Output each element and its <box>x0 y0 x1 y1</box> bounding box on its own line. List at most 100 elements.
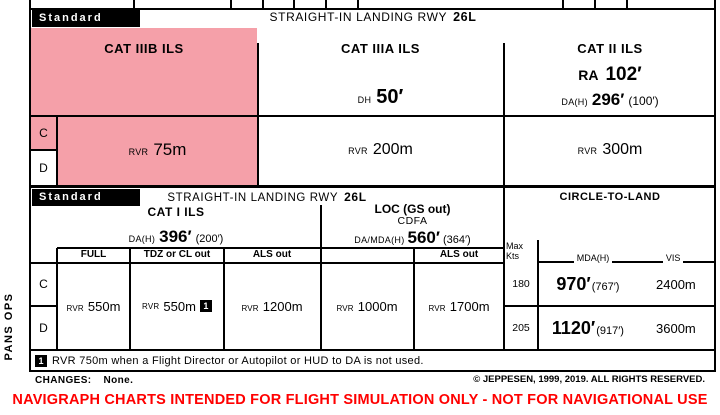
pans-ops-side-label: PANS OPS <box>3 292 15 361</box>
straight-in-title-text: STRAIGHT-IN LANDING RWY <box>269 10 448 24</box>
max-kts-205: 205 <box>512 322 530 334</box>
rvr-cell-loc-als-out: RVR 1700m <box>414 299 504 314</box>
cat-iiib-highlight-rvr-cell <box>58 117 257 185</box>
circle-to-land-header: CIRCLE-TO-LAND <box>559 191 661 203</box>
cat-i-header: CAT I ILS <box>147 205 205 219</box>
grid-line <box>257 43 259 185</box>
rvr-cell-cat-iiia: RVR 200m <box>258 141 503 159</box>
cat-ii-ra: RA 102′ <box>504 64 716 86</box>
rvr-label: RVR <box>128 147 149 157</box>
da-paren: (364′) <box>442 234 471 246</box>
mda-value: 1120′ <box>551 317 596 338</box>
straight-in-title-s2: STRAIGHT-IN LANDING RWY 26L <box>30 190 504 204</box>
rvr-cell-cat-iiib: RVR 75m <box>58 140 257 160</box>
max-kts-label: Max Kts <box>506 241 537 261</box>
mda-value: 970′ <box>556 273 591 294</box>
circle-row-180: 970′ (767′) 2400m <box>539 263 715 305</box>
footnote-marker-box: 1 <box>35 354 47 367</box>
ra-value: 102′ <box>605 64 642 85</box>
subheader-als-out: ALS out <box>252 249 292 260</box>
rvr-label: RVR <box>428 304 446 313</box>
da-paren: (200′) <box>195 233 224 245</box>
changes-label: CHANGES: <box>35 375 92 386</box>
max-kts-180: 180 <box>512 278 530 290</box>
mda-vis-header: MDA(H) VIS <box>539 251 716 263</box>
cat-ii-header: CAT II ILS <box>577 41 643 56</box>
top-tick <box>325 0 327 9</box>
subheader-tdz-cl-out: TDZ or CL out <box>143 249 211 260</box>
rvr-value: 1700m <box>449 299 490 314</box>
mda-label: MDA(H) <box>576 253 610 263</box>
top-tick <box>626 0 628 9</box>
section-divider <box>29 185 716 188</box>
standard-badge-s2: Standard <box>32 189 140 206</box>
circle-mda-205: 1120′ (917′) <box>539 318 637 339</box>
rvr-cell-tdz-cl-out: RVR 550m 1 <box>130 263 224 349</box>
rule-segment <box>683 261 716 263</box>
vis-label: VIS <box>665 253 681 263</box>
top-tick <box>293 0 295 9</box>
dh-label: DH <box>357 95 372 105</box>
mda-paren: (767′) <box>591 280 620 293</box>
grid-line <box>504 305 716 307</box>
ra-label: RA <box>578 67 599 83</box>
da-label: DA/MDA(H) <box>354 235 405 245</box>
circle-row-205: 1120′ (917′) 3600m <box>539 307 715 349</box>
simulation-disclaimer: NAVIGRAPH CHARTS INTENDED FOR FLIGHT SIM… <box>12 392 708 408</box>
grid-line <box>30 115 715 117</box>
cat-iiib-highlight-row-c <box>31 117 56 149</box>
da-label: DA(H) <box>561 97 588 107</box>
circle-vis-180: 2400m <box>656 276 696 292</box>
grid-line <box>320 205 322 349</box>
cat-iiib-highlight-header <box>31 28 257 115</box>
grid-line <box>129 248 131 349</box>
footnote-text: RVR 750m when a Flight Director or Autop… <box>52 354 424 367</box>
grid-line <box>503 188 505 349</box>
footnote: 1 RVR 750m when a Flight Director or Aut… <box>35 351 424 370</box>
top-tick <box>133 0 135 9</box>
subheader-als-out-loc: ALS out <box>439 249 479 260</box>
cat-iiib-header: CAT IIIB ILS <box>104 41 184 56</box>
grid-line <box>56 248 58 349</box>
table-border-top <box>29 8 716 10</box>
da-value: 396′ <box>159 227 192 246</box>
top-tick <box>230 0 232 9</box>
loc-header: LOC (GS out) <box>374 202 451 216</box>
grid-line <box>30 149 57 151</box>
loc-da: DA/MDA(H) 560′ (364′) <box>321 228 504 248</box>
rule-segment <box>539 261 574 263</box>
grid-line <box>29 349 716 351</box>
straight-in-title-text: STRAIGHT-IN LANDING RWY <box>167 192 339 204</box>
cat-ii-da: DA(H) 296′ (100′) <box>504 90 716 110</box>
changes-line: CHANGES: None. <box>35 375 133 386</box>
grid-line <box>503 43 505 185</box>
rvr-label: RVR <box>577 146 598 156</box>
aircraft-category-c: C <box>39 125 48 140</box>
circle-vis-205: 3600m <box>656 320 696 336</box>
straight-in-title-s1: STRAIGHT-IN LANDING RWY 26L <box>30 10 716 24</box>
rvr-cell-full: RVR 550m <box>57 299 130 314</box>
subheader-full: FULL <box>80 249 107 260</box>
table-border-bottom <box>29 370 716 372</box>
top-tick <box>594 0 596 9</box>
top-tick <box>357 0 359 9</box>
rvr-label: RVR <box>336 304 354 313</box>
copyright-line: © JEPPESEN, 1999, 2019. ALL RIGHTS RESER… <box>473 374 705 385</box>
standard-badge-s1: Standard <box>32 9 140 27</box>
runway-designator: 26L <box>344 190 367 204</box>
rvr-cell-loc-full: RVR 1000m <box>320 299 414 314</box>
rvr-value: 300m <box>602 141 643 158</box>
rvr-label: RVR <box>142 301 160 311</box>
rvr-value: 75m <box>153 140 187 159</box>
top-tick <box>262 0 264 9</box>
grid-line <box>223 248 225 349</box>
da-value: 296′ <box>591 90 625 109</box>
top-tick <box>562 0 564 9</box>
grid-line <box>56 115 58 185</box>
rvr-label: RVR <box>241 304 259 313</box>
cat-iiia-header: CAT IIIA ILS <box>341 41 420 56</box>
rvr-label: RVR <box>66 304 84 313</box>
runway-designator: 26L <box>453 10 477 24</box>
rvr-cell-cat-ii: RVR 300m <box>504 141 716 159</box>
